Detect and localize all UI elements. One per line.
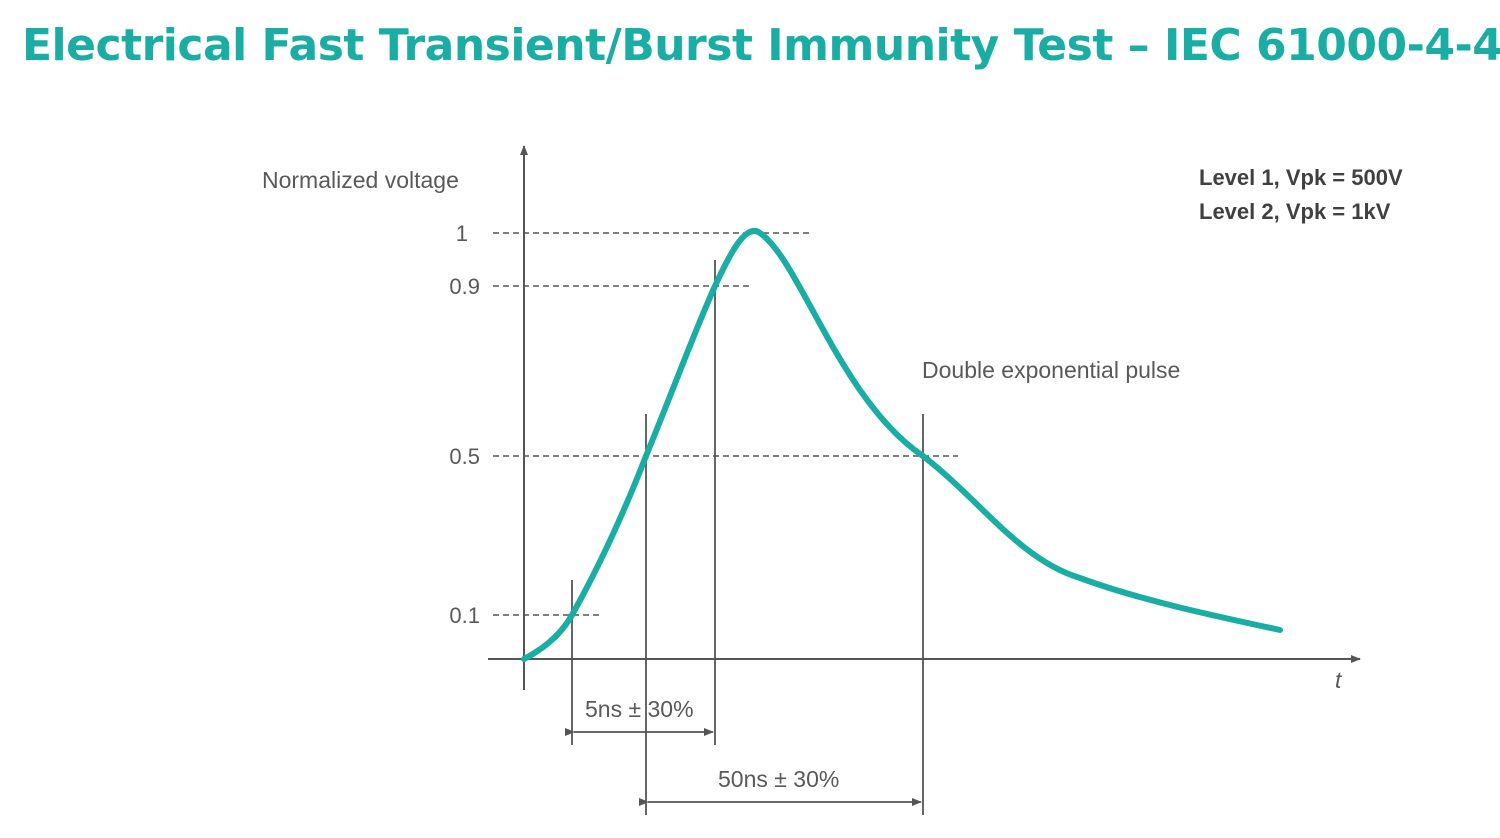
rise-time-label: 5ns ± 30% [585, 696, 694, 722]
level-2-label: Level 2, Vpk = 1kV [1199, 199, 1391, 224]
y-tick-1: 1 [456, 221, 468, 246]
y-tick-0-5: 0.5 [449, 444, 480, 469]
x-axis-label: t [1335, 667, 1343, 693]
y-tick-0-9: 0.9 [449, 274, 480, 299]
slide-title: Electrical Fast Transient/Burst Immunity… [22, 20, 1500, 71]
y-axis-label: Normalized voltage [262, 167, 459, 193]
pulse-curve [521, 228, 1283, 662]
y-tick-0-1: 0.1 [449, 603, 480, 628]
curve-label: Double exponential pulse [922, 357, 1180, 383]
level-1-label: Level 1, Vpk = 500V [1199, 165, 1403, 190]
pulse-width-label: 50ns ± 30% [718, 766, 839, 792]
